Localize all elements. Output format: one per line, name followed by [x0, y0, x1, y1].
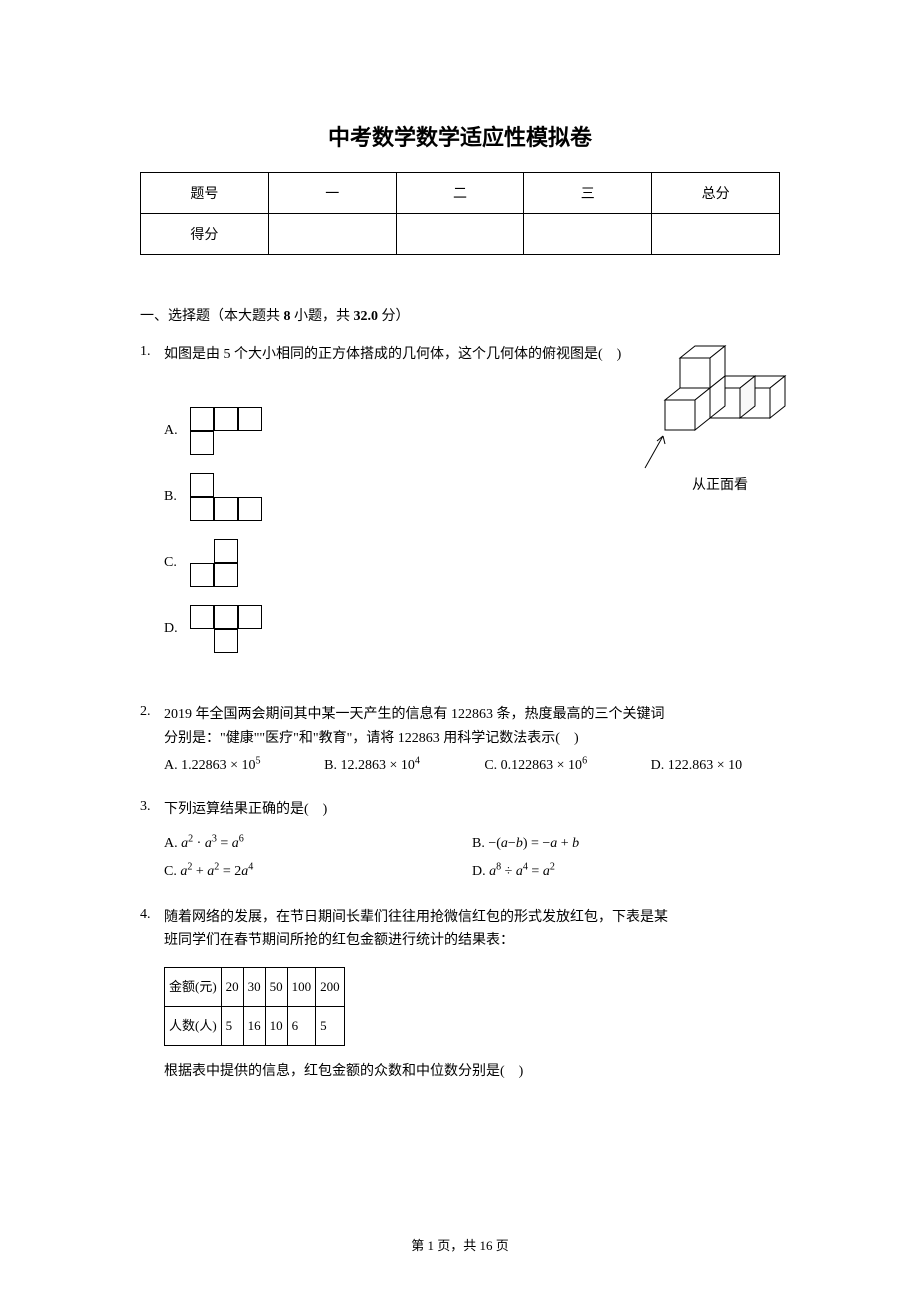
score-cell-1 [268, 214, 396, 255]
q4-h5: 200 [316, 968, 345, 1007]
q1-opt-c-label: C. [164, 551, 182, 575]
q2-c-e: 6 [582, 756, 587, 767]
score-row-label: 得分 [141, 214, 269, 255]
q4-r4: 6 [287, 1007, 316, 1046]
q3-number: 3. [140, 798, 164, 885]
question-3: 3. 下列运算结果正确的是( ) A. a2 · a3 = a6 B. −(a−… [140, 798, 780, 885]
section-count: 8 [284, 309, 291, 324]
score-table: 题号 一 二 三 总分 得分 [140, 172, 780, 255]
section-header: 一、选择题（本大题共 8 小题，共 32.0 分） [140, 305, 780, 325]
q1-opt-d-icon [190, 605, 262, 653]
q1-opt-b-icon [190, 473, 262, 521]
section-suffix: 分） [378, 309, 410, 324]
q4-h3: 50 [265, 968, 287, 1007]
q4-h4: 100 [287, 968, 316, 1007]
q3-c-expr: a2 + a2 = 2a4 [180, 864, 253, 879]
q2-c-l: C. [484, 758, 500, 773]
q3-d-expr: a8 ÷ a4 = a2 [489, 864, 555, 879]
score-header-3: 三 [524, 173, 652, 214]
question-4: 4. 随着网络的发展，在节日期间长辈们往往用抢微信红包的形式发放红包，下表是某 … [140, 906, 780, 1085]
q4-r2: 16 [243, 1007, 265, 1046]
score-header-label: 题号 [141, 173, 269, 214]
q1-opt-a-icon [190, 407, 262, 455]
q4-line3: 根据表中提供的信息，红包金额的众数和中位数分别是( ) [164, 1060, 780, 1084]
q3-a-l: A. [164, 836, 181, 851]
q1-opt-b-label: B. [164, 485, 182, 509]
q4-line2: 班同学们在春节期间所抢的红包金额进行统计的结果表： [164, 929, 780, 953]
q3-a-expr: a2 · a3 = a6 [181, 836, 244, 851]
q4-h0: 金额(元) [165, 968, 222, 1007]
score-header-2: 二 [396, 173, 524, 214]
question-2: 2. 2019 年全国两会期间其中某一天产生的信息有 122863 条，热度最高… [140, 703, 780, 778]
q3-text: 下列运算结果正确的是( ) [164, 798, 780, 822]
page-footer: 第 1 页，共 16 页 [0, 1235, 920, 1254]
section-prefix: 一、选择题（本大题共 [140, 309, 284, 324]
q2-line2: 分别是："健康""医疗"和"教育"，请将 122863 用科学记数法表示( ) [164, 727, 780, 751]
q2-b-e: 4 [415, 756, 420, 767]
q1-figure: 从正面看 [640, 343, 790, 494]
q2-a-p: 1.22863 × 10 [181, 758, 255, 773]
q3-c-l: C. [164, 864, 180, 879]
question-1: 1. 如图是由 5 个大小相同的正方体搭成的几何体，这个几何体的俯视图是( ) … [140, 343, 780, 653]
q2-c-p: 0.122863 × 10 [501, 758, 582, 773]
score-header-1: 一 [268, 173, 396, 214]
q3-b-expr: −(a−b) = −a + b [488, 836, 579, 851]
q2-number: 2. [140, 703, 164, 778]
section-mid: 小题，共 [291, 309, 354, 324]
q2-d-p: 122.863 × 10 [668, 758, 742, 773]
q4-r3: 10 [265, 1007, 287, 1046]
q4-line1: 随着网络的发展，在节日期间长辈们往往用抢微信红包的形式发放红包，下表是某 [164, 906, 780, 930]
q1-number: 1. [140, 343, 164, 653]
q2-b-l: B. [324, 758, 340, 773]
q2-line1: 2019 年全国两会期间其中某一天产生的信息有 122863 条，热度最高的三个… [164, 703, 780, 727]
page-title: 中考数学数学适应性模拟卷 [140, 120, 780, 152]
score-header-total: 总分 [652, 173, 780, 214]
q2-a-e: 5 [256, 756, 261, 767]
q1-opt-d-label: D. [164, 617, 182, 641]
q4-r1: 5 [221, 1007, 243, 1046]
q2-a-l: A. [164, 758, 181, 773]
q4-h2: 30 [243, 968, 265, 1007]
q4-r0: 人数(人) [165, 1007, 222, 1046]
q3-b-l: B. [472, 836, 488, 851]
q3-d-l: D. [472, 864, 489, 879]
q4-h1: 20 [221, 968, 243, 1007]
section-points: 32.0 [354, 309, 379, 324]
cube-figure-icon [640, 343, 790, 483]
q4-number: 4. [140, 906, 164, 1085]
score-cell-2 [396, 214, 524, 255]
q1-opt-c-icon [190, 539, 238, 587]
q4-table: 金额(元) 20 30 50 100 200 人数(人) 5 16 10 6 5 [164, 967, 345, 1046]
q2-d-l: D. [651, 758, 668, 773]
score-cell-3 [524, 214, 652, 255]
score-cell-total [652, 214, 780, 255]
q2-b-p: 12.2863 × 10 [341, 758, 415, 773]
q1-opt-a-label: A. [164, 419, 182, 443]
q4-r5: 5 [316, 1007, 345, 1046]
